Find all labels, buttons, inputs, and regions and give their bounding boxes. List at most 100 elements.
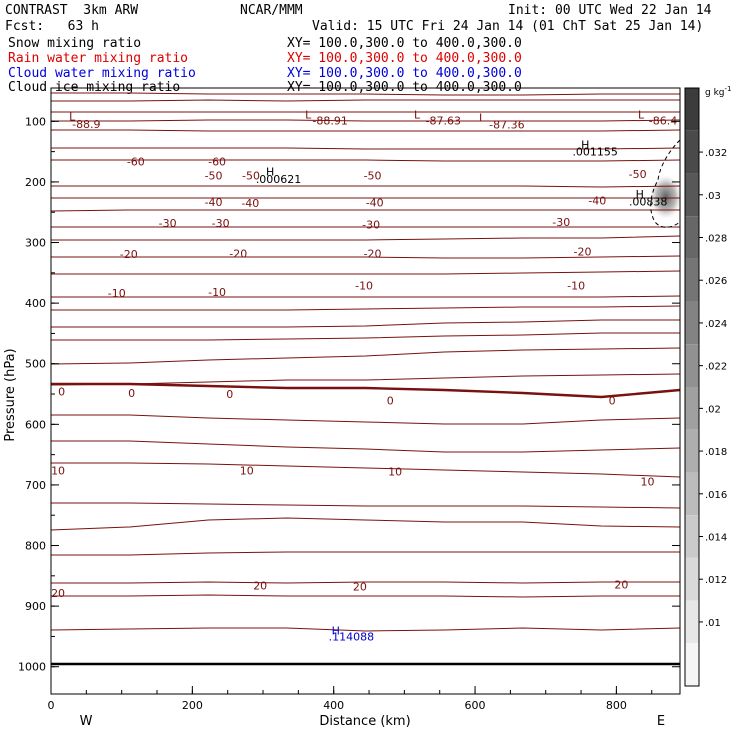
contour-line bbox=[51, 255, 681, 259]
colorbar-segment bbox=[685, 387, 699, 430]
contour-line bbox=[51, 92, 680, 96]
cloud-ice-contour bbox=[650, 139, 681, 228]
colorbar-tick-label: .016 bbox=[705, 490, 727, 501]
temperature-label: -60 bbox=[127, 155, 145, 168]
temperature-label: -88.9 bbox=[72, 118, 100, 131]
contour-line bbox=[51, 382, 681, 399]
y-tick-label: 800 bbox=[25, 540, 46, 553]
colorbar-segment bbox=[685, 301, 699, 345]
extremum-marker: H bbox=[266, 166, 274, 179]
x-tick-label: 0 bbox=[48, 699, 55, 712]
legend-rain: Rain water mixing ratio bbox=[8, 51, 189, 66]
legend-cloud-water-xy: XY= 100.0,300.0 to 400.0,300.0 bbox=[287, 66, 522, 81]
temperature-label: 20 bbox=[253, 580, 267, 593]
temperature-label: -30 bbox=[362, 218, 380, 231]
x-tick-label: 400 bbox=[323, 699, 344, 712]
temperature-label: 10 bbox=[51, 464, 65, 477]
colorbar-tick-label: .022 bbox=[705, 362, 727, 373]
temperature-label: -10 bbox=[108, 287, 126, 300]
x-tick-label: 600 bbox=[465, 699, 486, 712]
axes: Distance (km) Pressure (hPa) W E 1002003… bbox=[3, 87, 681, 729]
colorbar-segment bbox=[685, 515, 699, 558]
colorbar-segment bbox=[685, 643, 699, 686]
contour-line bbox=[51, 235, 681, 241]
mixing-ratio-value: .000621 bbox=[256, 173, 302, 186]
temperature-label: 10 bbox=[240, 464, 254, 477]
extremum-marker: H bbox=[332, 624, 340, 637]
temperature-label: -10 bbox=[355, 280, 373, 293]
contour-line bbox=[51, 440, 681, 453]
init-time: Init: 00 UTC Wed 22 Jan 14 bbox=[508, 3, 712, 18]
extremum-marker: H bbox=[581, 138, 589, 151]
contour-line bbox=[51, 305, 681, 311]
legend-cloud-water: Cloud water mixing ratio bbox=[8, 66, 196, 81]
contour-line bbox=[51, 270, 681, 275]
colorbar: g kg-1 .032 .03 .028 .026 .024 .022 .02 .018 .01… bbox=[684, 85, 732, 687]
colorbar-tick-label: .028 bbox=[705, 234, 727, 245]
temperature-label: -60 bbox=[208, 155, 226, 168]
mixing-ratio-value: .001155 bbox=[572, 146, 618, 159]
temperature-label: -40 bbox=[205, 196, 223, 209]
temperature-label: -20 bbox=[573, 246, 591, 259]
extremum-marker: L bbox=[305, 109, 312, 122]
temperature-label: -10 bbox=[208, 286, 226, 299]
legend-snow: Snow mixing ratio bbox=[8, 36, 142, 51]
contour-line bbox=[51, 147, 681, 150]
temperature-label: 10 bbox=[388, 466, 402, 479]
y-tick-label: 500 bbox=[25, 358, 46, 371]
temperature-label: -40 bbox=[241, 197, 259, 210]
contour-line bbox=[51, 414, 681, 425]
colorbar-segment bbox=[685, 429, 699, 473]
colorbar-tick-label: .01 bbox=[705, 618, 721, 629]
extremum-marker: L bbox=[69, 110, 76, 123]
y-tick-label: 700 bbox=[25, 479, 46, 492]
extremum-marker: L bbox=[638, 109, 645, 122]
contour-line bbox=[51, 594, 680, 598]
legend-snow-xy: XY= 100.0,300.0 to 400.0,300.0 bbox=[287, 36, 522, 51]
valid-time: Valid: 15 UTC Fri 24 Jan 14 (01 ChT Sat … bbox=[312, 19, 704, 34]
x-axis-title: Distance (km) bbox=[319, 714, 410, 729]
colorbar-segment bbox=[685, 344, 699, 387]
temperature-label: -40 bbox=[588, 195, 606, 208]
temperature-label: -20 bbox=[229, 247, 247, 260]
contour-line bbox=[50, 373, 681, 386]
center-name: NCAR/MMM bbox=[240, 3, 303, 18]
x-tick-label: 800 bbox=[606, 699, 627, 712]
y-tick-label: 1000 bbox=[18, 661, 46, 674]
west-label: W bbox=[80, 714, 93, 729]
temperature-label: -88.91 bbox=[312, 115, 347, 128]
temperature-label: -86.4 bbox=[649, 115, 677, 128]
temperature-label: -20 bbox=[120, 248, 138, 261]
forecast-hour: Fcst: 63 h bbox=[5, 19, 99, 34]
temperature-label: 0 bbox=[387, 395, 394, 408]
colorbar-tick-label: .026 bbox=[705, 276, 727, 287]
contour-line bbox=[50, 209, 680, 212]
contour-line bbox=[51, 99, 680, 102]
contour-line bbox=[51, 502, 681, 509]
contour-line bbox=[51, 295, 681, 298]
y-tick-label: 100 bbox=[25, 115, 46, 128]
plot-frame bbox=[50, 87, 681, 695]
y-tick-label: 900 bbox=[25, 600, 46, 613]
temperature-label: -50 bbox=[205, 169, 223, 182]
temperature-label: 0 bbox=[609, 395, 616, 408]
colorbar-unit-exp: -1 bbox=[725, 85, 732, 93]
colorbar-segment bbox=[685, 88, 699, 131]
temperature-label: 0 bbox=[226, 388, 233, 401]
contour-line bbox=[51, 119, 681, 122]
temperature-label: -50 bbox=[629, 168, 647, 181]
contour-line bbox=[50, 347, 681, 365]
extremum-marker: L bbox=[479, 112, 486, 125]
colorbar-tick-label: .014 bbox=[705, 533, 727, 544]
colorbar-tick-label: .032 bbox=[705, 148, 727, 159]
y-tick-label: 600 bbox=[25, 418, 46, 431]
temperature-label: -10 bbox=[567, 280, 585, 293]
colorbar-tick-label: .02 bbox=[705, 404, 721, 415]
contour-line bbox=[51, 332, 680, 341]
temperature-label: -87.36 bbox=[489, 118, 524, 131]
temperature-label: -20 bbox=[364, 247, 382, 260]
contour-line bbox=[51, 319, 680, 328]
temperature-label: 0 bbox=[58, 386, 65, 399]
y-tick-label: 400 bbox=[25, 297, 46, 310]
